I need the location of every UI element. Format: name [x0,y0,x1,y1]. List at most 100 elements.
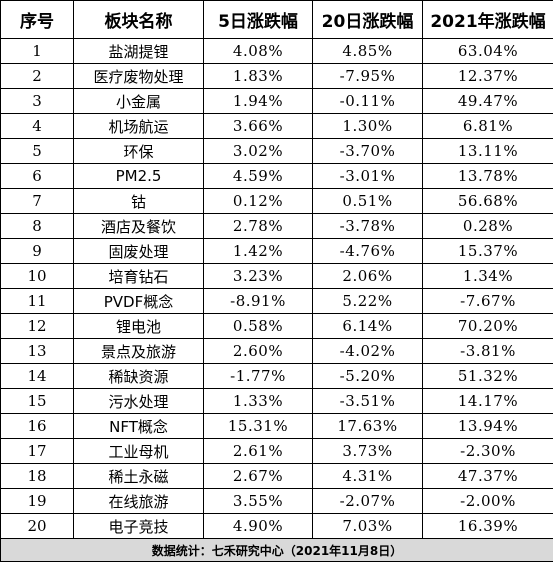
table-row: 2 医疗废物处理 1.83% -7.95% 12.37% [0,63,553,89]
cell-sector-name: 工业母机 [73,438,204,464]
cell-2021-change: 14.17% [422,388,553,414]
cell-20day-change: 0.51% [312,188,423,214]
cell-2021-change: -7.67% [422,288,553,314]
table-row: 19 在线旅游 3.55% -2.07% -2.00% [0,488,553,514]
cell-index: 11 [0,288,74,314]
table-row: 8 酒店及餐饮 2.78% -3.78% 0.28% [0,213,553,239]
cell-20day-change: -5.20% [312,363,423,389]
cell-2021-change: -2.00% [422,488,553,514]
cell-sector-name: 景点及旅游 [73,338,204,364]
cell-20day-change: 1.30% [312,113,423,139]
cell-sector-name: 锂电池 [73,313,204,339]
table-row: 1 盐湖提锂 4.08% 4.85% 63.04% [0,38,553,64]
cell-20day-change: -0.11% [312,88,423,114]
table-row: 16 NFT概念 15.31% 17.63% 13.94% [0,413,553,439]
cell-index: 6 [0,163,74,189]
table-row: 10 培育钻石 3.23% 2.06% 1.34% [0,263,553,289]
cell-sector-name: 盐湖提锂 [73,38,204,64]
cell-20day-change: -4.76% [312,238,423,264]
table-row: 12 锂电池 0.58% 6.14% 70.20% [0,313,553,339]
cell-sector-name: 环保 [73,138,204,164]
cell-sector-name: 在线旅游 [73,488,204,514]
cell-sector-name: NFT概念 [73,413,204,439]
cell-20day-change: 3.73% [312,438,423,464]
cell-index: 16 [0,413,74,439]
table-row: 6 PM2.5 4.59% -3.01% 13.78% [0,163,553,189]
table-row: 9 固废处理 1.42% -4.76% 15.37% [0,238,553,264]
cell-20day-change: 2.06% [312,263,423,289]
cell-20day-change: -3.78% [312,213,423,239]
cell-sector-name: PM2.5 [73,163,204,189]
cell-index: 2 [0,63,74,89]
cell-5day-change: 1.33% [203,388,313,414]
cell-sector-name: 固废处理 [73,238,204,264]
cell-20day-change: 5.22% [312,288,423,314]
cell-index: 9 [0,238,74,264]
cell-20day-change: 6.14% [312,313,423,339]
cell-5day-change: 4.90% [203,513,313,539]
table-row: 18 稀土永磁 2.67% 4.31% 47.37% [0,463,553,489]
cell-sector-name: 污水处理 [73,388,204,414]
cell-sector-name: 医疗废物处理 [73,63,204,89]
cell-index: 19 [0,488,74,514]
cell-20day-change: 7.03% [312,513,423,539]
table-row: 20 电子竞技 4.90% 7.03% 16.39% [0,513,553,539]
table-row: 13 景点及旅游 2.60% -4.02% -3.81% [0,338,553,364]
cell-2021-change: 15.37% [422,238,553,264]
cell-sector-name: 钴 [73,188,204,214]
cell-2021-change: 49.47% [422,88,553,114]
table-row: 15 污水处理 1.33% -3.51% 14.17% [0,388,553,414]
footer-row: 数据统计：七禾研究中心（2021年11月8日） [0,538,553,562]
cell-20day-change: 4.31% [312,463,423,489]
cell-2021-change: 70.20% [422,313,553,339]
cell-20day-change: -3.51% [312,388,423,414]
data-source-note: 数据统计：七禾研究中心（2021年11月8日） [0,538,553,562]
cell-sector-name: 酒店及餐饮 [73,213,204,239]
table-row: 3 小金属 1.94% -0.11% 49.47% [0,88,553,114]
cell-20day-change: -2.07% [312,488,423,514]
header-index: 序号 [0,0,74,39]
cell-2021-change: 6.81% [422,113,553,139]
cell-index: 17 [0,438,74,464]
cell-sector-name: PVDF概念 [73,288,204,314]
cell-5day-change: 3.66% [203,113,313,139]
cell-index: 3 [0,88,74,114]
table-body: 1 盐湖提锂 4.08% 4.85% 63.04% 2 医疗废物处理 1.83% -7.95% 1… [0,38,553,539]
cell-5day-change: -8.91% [203,288,313,314]
cell-sector-name: 稀土永磁 [73,463,204,489]
cell-2021-change: -2.30% [422,438,553,464]
cell-sector-name: 小金属 [73,88,204,114]
cell-5day-change: 0.58% [203,313,313,339]
header-5day-change: 5日涨跌幅 [203,0,313,39]
cell-2021-change: 1.34% [422,263,553,289]
cell-20day-change: 17.63% [312,413,423,439]
cell-2021-change: 63.04% [422,38,553,64]
cell-5day-change: 3.23% [203,263,313,289]
cell-index: 4 [0,113,74,139]
cell-20day-change: 4.85% [312,38,423,64]
cell-sector-name: 电子竞技 [73,513,204,539]
cell-2021-change: 47.37% [422,463,553,489]
header-20day-change: 20日涨跌幅 [312,0,423,39]
cell-2021-change: 56.68% [422,188,553,214]
cell-5day-change: 4.59% [203,163,313,189]
cell-5day-change: 3.02% [203,138,313,164]
cell-index: 1 [0,38,74,64]
cell-2021-change: 0.28% [422,213,553,239]
cell-20day-change: -3.01% [312,163,423,189]
cell-5day-change: 2.60% [203,338,313,364]
cell-5day-change: -1.77% [203,363,313,389]
table-row: 7 钴 0.12% 0.51% 56.68% [0,188,553,214]
cell-20day-change: -3.70% [312,138,423,164]
cell-5day-change: 2.67% [203,463,313,489]
table-row: 5 环保 3.02% -3.70% 13.11% [0,138,553,164]
cell-5day-change: 3.55% [203,488,313,514]
cell-2021-change: 12.37% [422,63,553,89]
cell-5day-change: 1.42% [203,238,313,264]
cell-index: 14 [0,363,74,389]
cell-5day-change: 1.83% [203,63,313,89]
header-row: 序号 板块名称 5日涨跌幅 20日涨跌幅 2021年涨跌幅 [0,0,553,39]
cell-20day-change: -4.02% [312,338,423,364]
cell-2021-change: 51.32% [422,363,553,389]
